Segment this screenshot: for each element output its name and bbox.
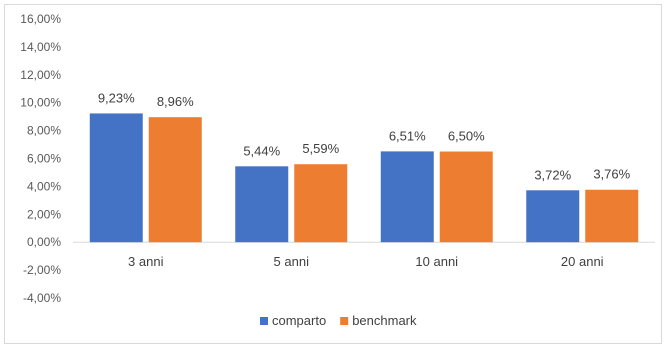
data-label-benchmark: 5,59% xyxy=(302,141,339,156)
y-tick-label: -4,00% xyxy=(23,291,61,305)
y-axis: 16,00% 14,00% 12,00% 10,00% 8,00% 6,00% 4,00% 2… xyxy=(20,12,61,305)
data-label-comparto: 9,23% xyxy=(98,90,135,105)
bar-benchmark-3 xyxy=(439,151,493,243)
chart-frame: 16,00% 14,00% 12,00% 10,00% 8,00% 6,00% 4,00% 2… xyxy=(4,4,662,344)
x-category-label: 3 anni xyxy=(128,254,164,269)
y-tick-label: 8,00% xyxy=(27,124,61,138)
bar-comparto-2 xyxy=(235,166,289,243)
y-tick-label: 4,00% xyxy=(27,179,61,193)
x-category-label: 20 anni xyxy=(561,254,604,269)
bar-comparto-1 xyxy=(89,113,143,243)
legend: comparto benchmark xyxy=(260,313,417,328)
legend-swatch-comparto xyxy=(260,317,268,325)
y-tick-label: 6,00% xyxy=(27,152,61,166)
bar-comparto-4 xyxy=(526,190,580,243)
data-label-benchmark: 6,50% xyxy=(448,129,485,144)
data-label-comparto: 3,72% xyxy=(534,167,571,182)
bar-benchmark-2 xyxy=(294,164,348,243)
y-tick-label: 2,00% xyxy=(27,207,61,221)
bars xyxy=(89,113,639,243)
bar-chart: 16,00% 14,00% 12,00% 10,00% 8,00% 6,00% 4,00% 2… xyxy=(20,12,655,328)
data-label-comparto: 6,51% xyxy=(389,128,426,143)
legend-swatch-benchmark xyxy=(340,317,349,325)
bar-benchmark-4 xyxy=(585,189,639,243)
data-label-benchmark: 8,96% xyxy=(157,94,194,109)
y-tick-label: 0,00% xyxy=(27,235,61,249)
y-tick-label: 10,00% xyxy=(20,96,61,110)
x-category-label: 5 anni xyxy=(274,254,310,269)
y-tick-label: -2,00% xyxy=(23,263,61,277)
y-tick-label: 16,00% xyxy=(20,12,61,26)
legend-label-benchmark: benchmark xyxy=(352,313,417,328)
data-label-benchmark: 3,76% xyxy=(593,167,630,182)
bar-comparto-3 xyxy=(380,151,434,243)
y-tick-label: 14,00% xyxy=(20,40,61,54)
x-category-label: 10 anni xyxy=(415,254,458,269)
data-labels: 9,23% 8,96% 5,44% 5,59% 6,51% 6,50% 3,72% 3,76% xyxy=(98,90,631,182)
legend-label-comparto: comparto xyxy=(272,313,326,328)
y-tick-label: 12,00% xyxy=(20,68,61,82)
x-axis: 3 anni 5 anni 10 anni 20 anni xyxy=(73,241,655,269)
bar-benchmark-1 xyxy=(148,117,202,243)
data-label-comparto: 5,44% xyxy=(243,143,280,158)
